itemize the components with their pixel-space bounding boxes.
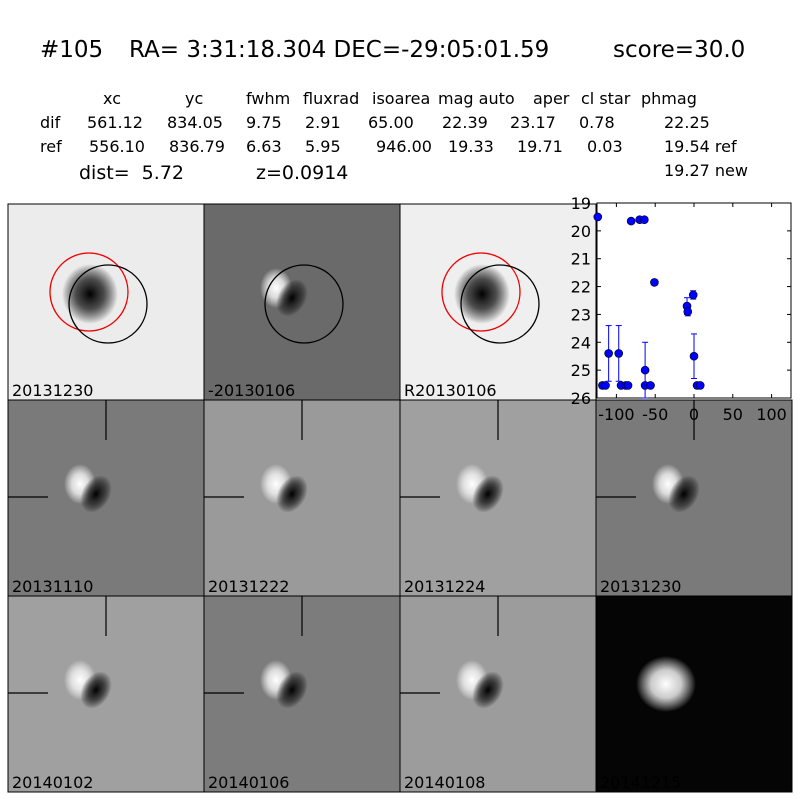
ref-circle: [49, 252, 129, 332]
object-id: #105: [40, 37, 103, 63]
source: [636, 656, 696, 712]
phmag-new: 19.27 new: [664, 161, 748, 180]
y-tick-label: 19: [571, 194, 591, 213]
x-tick-label: 0: [689, 405, 699, 424]
point: [650, 278, 659, 287]
x-tick-label: 100: [756, 405, 787, 424]
stamp-label: 20131230: [12, 381, 93, 400]
cell: 6.63: [246, 137, 282, 156]
dipole-neg: [472, 475, 504, 513]
point: [601, 381, 610, 390]
dipole-neg: [276, 279, 308, 317]
column-header: fwhm: [246, 89, 290, 108]
point: [646, 381, 655, 390]
score: score=30.0: [613, 37, 745, 63]
det-circle: [264, 264, 344, 344]
stamp-label: 20131222: [208, 577, 289, 596]
ref-circle: [441, 252, 521, 332]
column-header: phmag: [641, 89, 697, 108]
cell: 561.12: [87, 113, 143, 132]
cell: 65.00: [368, 113, 414, 132]
redshift: z=0.0914: [256, 162, 348, 184]
stamp-label: -20130106: [208, 381, 295, 400]
det-circle: [68, 264, 148, 344]
y-tick-label: 23: [571, 305, 591, 324]
y-tick-label: 24: [571, 333, 591, 352]
point: [623, 381, 633, 390]
x-tick-label: -50: [642, 405, 668, 424]
x-tick-label: 50: [723, 405, 743, 424]
y-tick-label: 20: [571, 222, 591, 241]
column-header: yc: [185, 89, 203, 108]
source: [62, 264, 118, 324]
y-tick-label: 21: [571, 250, 591, 269]
column-header: isoarea: [372, 89, 430, 108]
cell: 834.05: [167, 113, 223, 132]
distance: dist= 5.72: [79, 162, 184, 184]
table: xc yc fwhm fluxrad isoarea mag auto aper cl sta…: [40, 89, 737, 156]
stamp-label: 20141215: [600, 773, 681, 792]
dipole-neg: [276, 671, 308, 709]
column-header: aper: [533, 89, 570, 108]
y-tick-label: 25: [571, 361, 591, 380]
cell: 556.10: [89, 137, 145, 156]
point: [640, 365, 650, 375]
stamps: 20131230 -20130106 R20130106 20131110 201312…: [7, 203, 793, 793]
cell: 9.75: [246, 113, 282, 132]
y-tick-label: 26: [571, 389, 591, 408]
point: [604, 349, 613, 358]
cell: 19.33: [448, 137, 494, 156]
y-tick-label: 22: [571, 278, 591, 297]
cell: 23.17: [510, 113, 556, 132]
column-header: xc: [103, 89, 121, 108]
column-header: cl star: [581, 89, 631, 108]
point: [614, 349, 624, 358]
stamp-label: 20131110: [12, 577, 93, 596]
cell: 946.00: [376, 137, 432, 156]
point: [593, 212, 603, 222]
stamp-label: 20140108: [404, 773, 485, 792]
cell: 0.03: [587, 137, 623, 156]
row-label: ref: [40, 137, 62, 156]
point: [689, 351, 699, 361]
cell: 2.91: [305, 113, 341, 132]
point: [695, 381, 705, 390]
stamp-label: 20140106: [208, 773, 289, 792]
stamp-label: 20140102: [12, 773, 93, 792]
dipole-neg: [472, 671, 504, 709]
cell: 22.39: [442, 113, 488, 132]
cell: 19.71: [517, 137, 563, 156]
stamp-label: 20131224: [404, 577, 485, 596]
source: [454, 264, 510, 324]
dipole-neg: [668, 475, 700, 513]
point: [626, 216, 636, 226]
cell: 22.25: [664, 113, 710, 132]
dipole-neg: [80, 671, 112, 709]
point: [640, 215, 649, 225]
stamp-label: 20131230: [600, 577, 681, 596]
det-circle: [460, 264, 540, 344]
column-header: mag auto: [438, 89, 515, 108]
cell: 19.54 ref: [664, 137, 737, 156]
point: [688, 290, 698, 300]
cell: 836.79: [169, 137, 225, 156]
light-curve: 19 20 21 22 23 24 25 26 -100 -50 0 50 100: [571, 194, 792, 424]
x-tick-label: -100: [598, 405, 634, 424]
dipole-neg: [80, 475, 112, 513]
stamp-label: R20130106: [404, 381, 497, 400]
row-label: dif: [40, 113, 61, 132]
cell: 0.78: [579, 113, 615, 132]
column-header: fluxrad: [303, 89, 359, 108]
cell: 5.95: [305, 137, 341, 156]
point: [683, 307, 693, 316]
dipole-neg: [276, 475, 308, 513]
coordinates: RA= 3:31:18.304 DEC=-29:05:01.59: [129, 37, 549, 63]
